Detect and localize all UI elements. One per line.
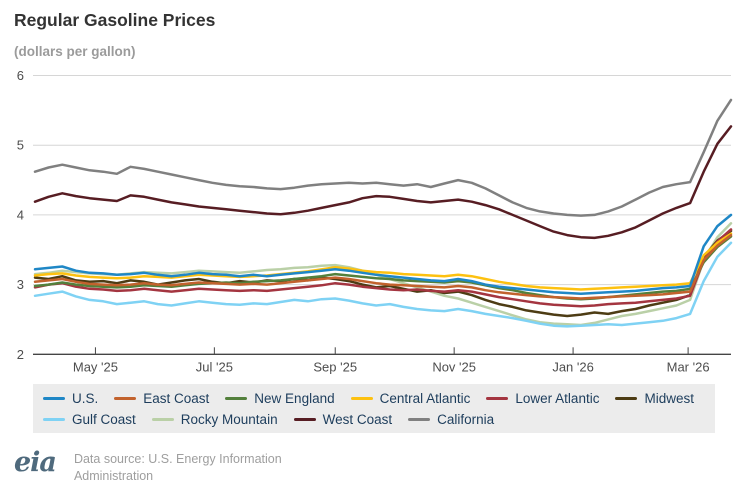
series-line-lower-atlantic xyxy=(33,228,733,308)
legend-swatch-gulf-coast xyxy=(43,417,65,422)
legend-swatch-u-s xyxy=(43,396,65,401)
legend-item-u-s[interactable]: U.S. xyxy=(43,391,98,406)
legend-label-west-coast: West Coast xyxy=(322,412,393,427)
legend-item-rocky-mountain[interactable]: Rocky Mountain xyxy=(151,412,278,427)
legend-swatch-rocky-mountain xyxy=(151,417,174,422)
legend-swatch-midwest xyxy=(615,396,638,401)
legend-item-lower-atlantic[interactable]: Lower Atlantic xyxy=(486,391,599,406)
y-tick-label-5: 5 xyxy=(17,138,24,153)
series-line-west-coast xyxy=(33,125,733,240)
y-tick-label-4: 4 xyxy=(17,207,24,222)
legend-swatch-central-atlantic xyxy=(350,396,373,401)
legend-swatch-lower-atlantic xyxy=(486,396,509,401)
data-source-line1: Data source: U.S. Energy Information xyxy=(73,452,282,466)
x-tick-label-sep-25: Sep '25 xyxy=(313,359,357,374)
x-tick-label-may-25: May '25 xyxy=(73,359,118,374)
legend-item-central-atlantic[interactable]: Central Atlantic xyxy=(350,391,471,406)
legend-label-rocky-mountain: Rocky Mountain xyxy=(180,412,278,427)
series-line-california xyxy=(33,98,733,217)
series-line-gulf-coast xyxy=(33,241,733,328)
legend-label-gulf-coast: Gulf Coast xyxy=(72,412,136,427)
legend-label-california: California xyxy=(437,412,495,427)
legend-item-east-coast[interactable]: East Coast xyxy=(114,391,209,406)
legend-swatch-new-england xyxy=(225,396,248,401)
x-tick-label-jan-26: Jan '26 xyxy=(552,359,594,374)
y-tick-label-3: 3 xyxy=(17,277,24,292)
legend-item-gulf-coast[interactable]: Gulf Coast xyxy=(43,412,136,427)
legend-label-u-s: U.S. xyxy=(72,391,99,406)
legend-item-california[interactable]: California xyxy=(408,412,494,427)
series-line-rocky-mountain xyxy=(33,222,733,327)
legend-item-west-coast[interactable]: West Coast xyxy=(293,412,393,427)
chart-legend: U.S. East Coast New England Central Atlanti… xyxy=(33,384,715,433)
legend-item-midwest[interactable]: Midwest xyxy=(615,391,694,406)
legend-swatch-east-coast xyxy=(114,396,137,401)
x-tick-label-nov-25: Nov '25 xyxy=(432,359,476,374)
footer: eia Data source: U.S. Energy Information… xyxy=(14,448,282,485)
legend-label-east-coast: East Coast xyxy=(143,391,210,406)
legend-swatch-california xyxy=(408,417,431,422)
y-tick-label-6: 6 xyxy=(17,68,24,83)
gasoline-prices-line-chart: 2 3 4 5 6 May '25 Jul '25 Sep '25 Nov '25 Jan '26… xyxy=(17,68,733,374)
legend-label-lower-atlantic: Lower Atlantic xyxy=(515,391,600,406)
series-line-central-atlantic xyxy=(33,232,733,291)
legend-label-new-england: New England xyxy=(254,391,335,406)
series-line-u-s xyxy=(33,213,733,295)
page-title: Regular Gasoline Prices xyxy=(14,10,216,30)
legend-item-new-england[interactable]: New England xyxy=(225,391,335,406)
legend-label-central-atlantic: Central Atlantic xyxy=(379,391,471,406)
legend-label-midwest: Midwest xyxy=(644,391,694,406)
y-tick-label-2: 2 xyxy=(17,347,24,362)
legend-swatch-west-coast xyxy=(293,417,316,422)
data-source-text: Data source: U.S. Energy Information Adm… xyxy=(74,448,282,485)
data-source-line2: Administration xyxy=(73,469,154,483)
series-line-east-coast xyxy=(33,233,733,300)
chart-units-subtitle: (dollars per gallon) xyxy=(14,44,136,59)
x-tick-label-mar-26: Mar '26 xyxy=(667,359,710,374)
eia-logo: eia xyxy=(14,447,57,478)
x-tick-label-jul-25: Jul '25 xyxy=(196,359,233,374)
